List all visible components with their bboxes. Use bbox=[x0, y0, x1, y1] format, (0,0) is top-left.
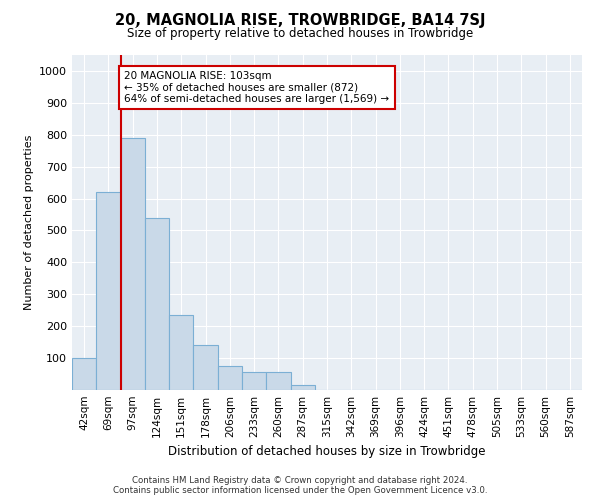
Y-axis label: Number of detached properties: Number of detached properties bbox=[23, 135, 34, 310]
Bar bbox=[193, 346, 218, 390]
Bar bbox=[121, 138, 145, 390]
Bar bbox=[218, 366, 242, 390]
Bar bbox=[72, 358, 96, 390]
Text: Contains HM Land Registry data © Crown copyright and database right 2024.
Contai: Contains HM Land Registry data © Crown c… bbox=[113, 476, 487, 495]
Bar bbox=[169, 315, 193, 390]
Bar bbox=[145, 218, 169, 390]
Bar bbox=[96, 192, 121, 390]
Text: 20, MAGNOLIA RISE, TROWBRIDGE, BA14 7SJ: 20, MAGNOLIA RISE, TROWBRIDGE, BA14 7SJ bbox=[115, 12, 485, 28]
Bar bbox=[290, 385, 315, 390]
X-axis label: Distribution of detached houses by size in Trowbridge: Distribution of detached houses by size … bbox=[168, 446, 486, 458]
Bar bbox=[266, 372, 290, 390]
Text: Size of property relative to detached houses in Trowbridge: Size of property relative to detached ho… bbox=[127, 28, 473, 40]
Text: 20 MAGNOLIA RISE: 103sqm
← 35% of detached houses are smaller (872)
64% of semi-: 20 MAGNOLIA RISE: 103sqm ← 35% of detach… bbox=[124, 71, 389, 104]
Bar bbox=[242, 372, 266, 390]
